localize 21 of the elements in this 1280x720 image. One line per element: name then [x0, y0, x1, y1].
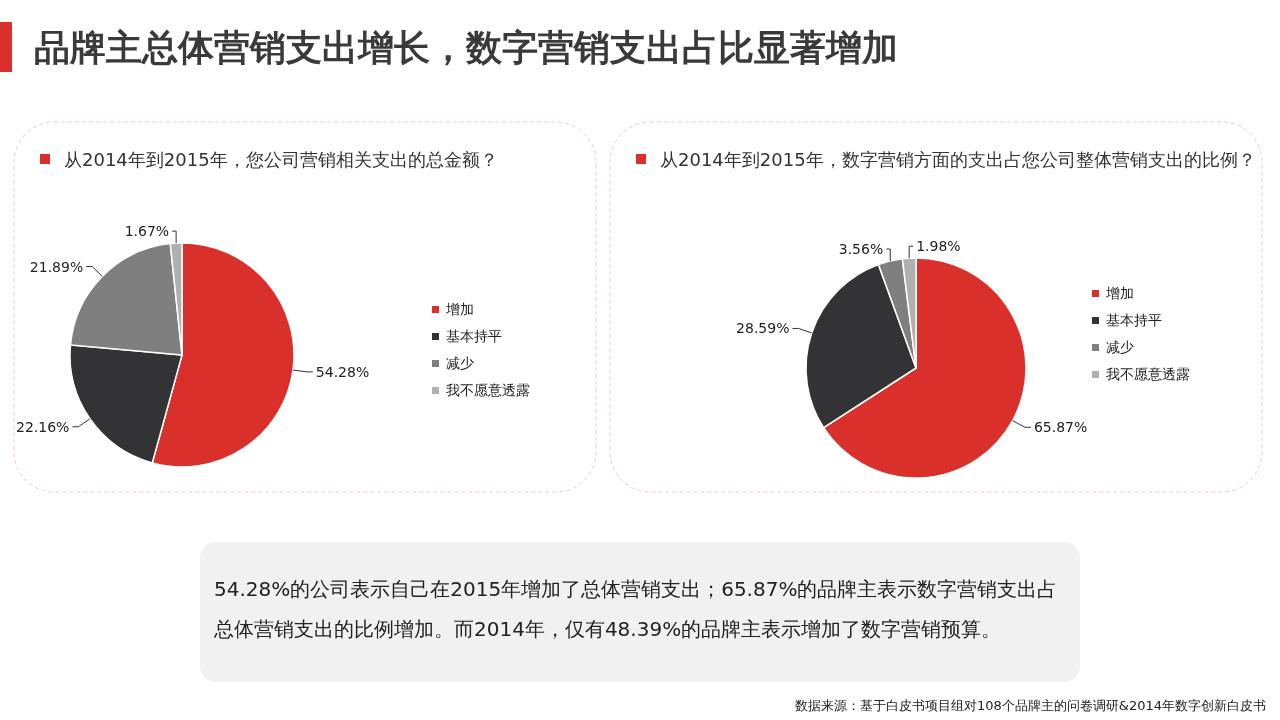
data-label: 54.28%: [315, 363, 370, 380]
legend-label: 基本持平: [446, 328, 502, 344]
text: 品牌主总体营销支出增长，数字营销支出占比显著增加: [34, 27, 898, 68]
legend-label: 增加: [1105, 285, 1134, 301]
data-label: 3.56%: [838, 241, 884, 258]
data-label: 1.67%: [124, 223, 170, 240]
data-label: 1.98%: [916, 238, 961, 255]
data-label: 65.87%: [1033, 419, 1088, 436]
chart-title: 从2014年到2015年，您公司营销相关支出的总金额？: [64, 149, 498, 170]
legend-label: 减少: [1106, 339, 1134, 355]
chart-title: 从2014年到2015年，数字营销方面的支出占您公司整体营销支出的比例？: [660, 149, 1256, 170]
data-label: 28.59%: [736, 320, 790, 337]
legend-label: 我不愿意透露: [1106, 366, 1190, 382]
legend-label: 增加: [445, 301, 474, 317]
legend-label: 我不愿意透露: [446, 382, 530, 398]
legend-label: 基本持平: [1106, 312, 1162, 328]
source-note: 数据来源：基于白皮书项目组对108个品牌主的问卷调研&2014年数字创新白皮书: [794, 698, 1266, 713]
legend-label: 减少: [446, 355, 474, 371]
data-label: 22.16%: [16, 418, 70, 435]
text: 54.28%的公司表示自己在2015年增加了总体营销支出；65.87%的品牌主表示数字营销支出占总体营销支出的比例增加。而2014年，仅有48.39%的品牌主表示增加了数字营销预算。: [213, 577, 1058, 641]
data-label: 21.89%: [29, 258, 84, 275]
